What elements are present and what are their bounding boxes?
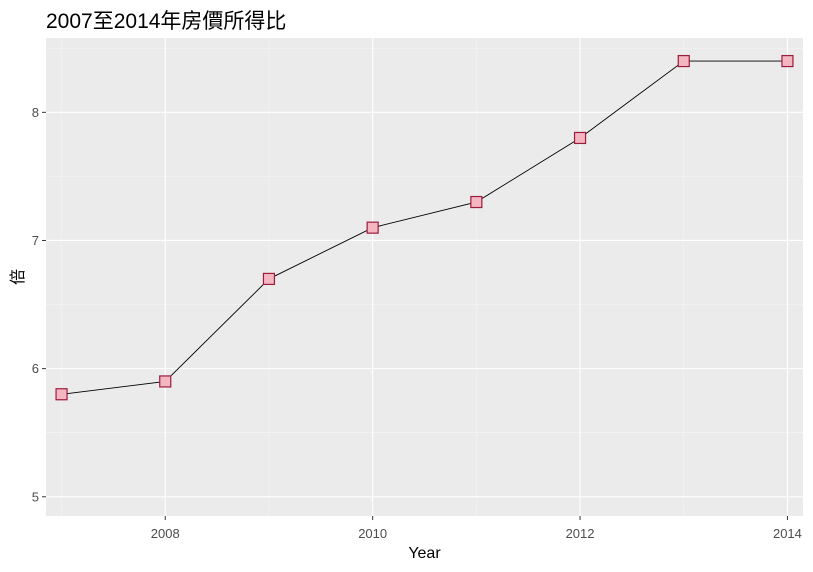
data-point bbox=[781, 54, 794, 68]
data-point bbox=[159, 375, 172, 388]
x-tick-label: 2014 bbox=[773, 526, 802, 541]
y-tick-label: 8 bbox=[32, 105, 39, 120]
x-tick-label: 2012 bbox=[566, 526, 595, 541]
y-axis-title: 倍 bbox=[9, 269, 27, 285]
x-axis-title: Year bbox=[408, 545, 441, 562]
series-line bbox=[61, 60, 788, 395]
data-point bbox=[262, 272, 276, 286]
data-point bbox=[573, 131, 587, 145]
data-point bbox=[366, 221, 379, 234]
x-tick-label: 2010 bbox=[358, 526, 387, 541]
data-point bbox=[470, 195, 483, 209]
plot-panel bbox=[46, 38, 803, 516]
y-tick-label: 5 bbox=[32, 489, 39, 504]
x-tick-label: 2008 bbox=[151, 526, 180, 541]
grid bbox=[46, 38, 803, 516]
axis-ticks: 5 6 7 8 2008 2010 2012 2014 bbox=[32, 105, 802, 541]
series bbox=[55, 54, 794, 401]
chart-title: 2007至2014年房價所得比 bbox=[46, 10, 286, 33]
data-point bbox=[677, 54, 690, 68]
y-tick-label: 7 bbox=[32, 233, 39, 248]
data-point bbox=[55, 388, 68, 401]
y-tick-label: 6 bbox=[32, 361, 39, 376]
